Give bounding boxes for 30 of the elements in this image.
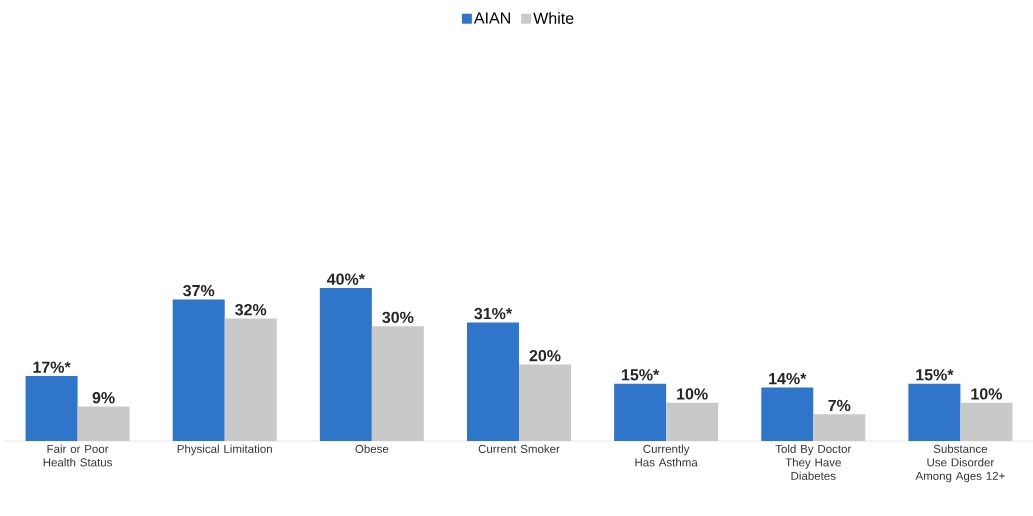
x-tick-label: Currently Has Asthma — [635, 444, 698, 467]
data-label: 30% — [382, 311, 414, 324]
data-label: 10% — [677, 388, 708, 400]
data-label: 9% — [92, 392, 115, 404]
bar — [614, 383, 667, 441]
bar — [172, 299, 225, 441]
data-label: 20% — [529, 349, 561, 362]
data-label: 7% — [828, 399, 851, 412]
x-tick-label: Current Smoker — [478, 444, 560, 453]
data-label: 32% — [235, 304, 267, 316]
data-label: 15%* — [622, 369, 660, 381]
x-tick-label: Substance Use Disorder Among Ages 12+ — [915, 444, 1005, 483]
data-label: 40%* — [326, 273, 365, 285]
data-label: 14%* — [769, 372, 807, 385]
data-label: 37% — [183, 284, 215, 297]
x-tick-label: Told By Doctor They Have Diabetes — [775, 444, 852, 480]
x-tick-label: Fair or Poor Health Status — [43, 444, 112, 467]
x-tick-label: Physical Limitation — [177, 444, 272, 456]
x-tick-label: Obese — [355, 444, 389, 453]
data-label: 17%* — [33, 361, 71, 373]
bar — [908, 383, 961, 441]
bar — [761, 387, 814, 441]
bar — [466, 322, 519, 441]
data-label: 10% — [971, 388, 1002, 400]
data-label: 31%* — [474, 307, 513, 320]
data-label: 15%* — [916, 369, 954, 381]
legend-label: White — [533, 12, 574, 24]
bar — [25, 375, 78, 441]
legend-label: AIAN — [473, 12, 510, 24]
bar — [319, 288, 372, 441]
